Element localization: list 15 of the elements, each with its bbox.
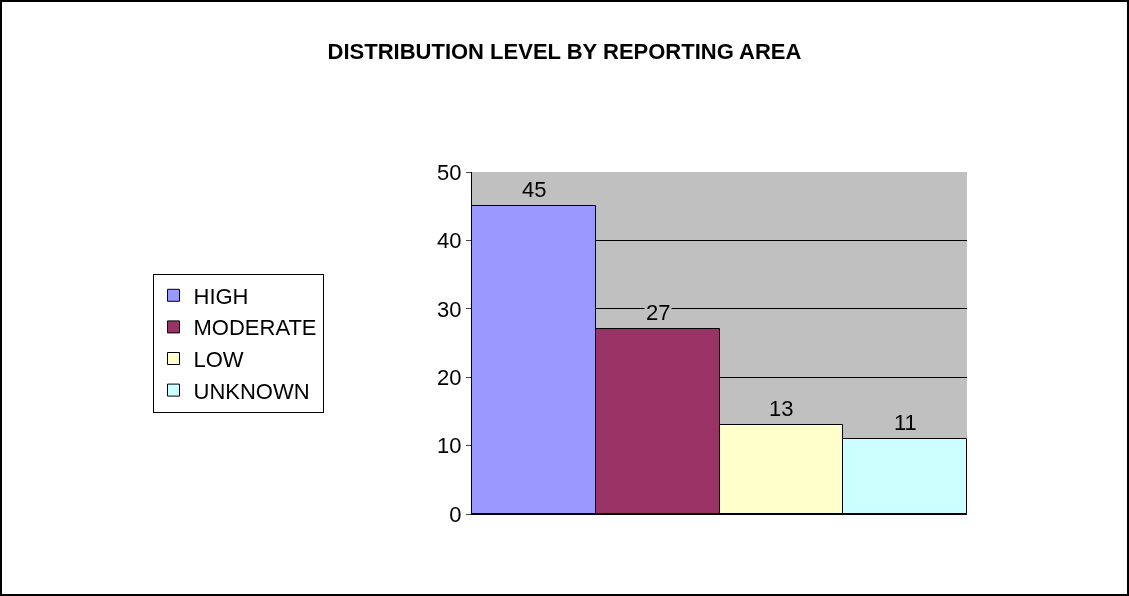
- data-label: 27: [646, 300, 671, 325]
- legend-label: UNKNOWN: [193, 378, 310, 404]
- legend-label: LOW: [193, 347, 244, 373]
- y-tick-label: 50: [437, 159, 462, 185]
- data-label: 11: [894, 410, 917, 435]
- data-label: 45: [522, 177, 547, 202]
- y-tick-label: 20: [437, 364, 462, 390]
- legend-label: MODERATE: [193, 315, 317, 341]
- y-tick-label: 10: [437, 433, 462, 459]
- chart-title: DISTRIBUTION LEVEL BY REPORTING AREA: [327, 38, 802, 64]
- y-tick-label: 40: [437, 228, 462, 254]
- legend-label: HIGH: [193, 283, 249, 309]
- data-label: 13: [769, 396, 794, 421]
- y-tick-label: 30: [437, 296, 462, 322]
- y-tick-label: 0: [449, 501, 462, 527]
